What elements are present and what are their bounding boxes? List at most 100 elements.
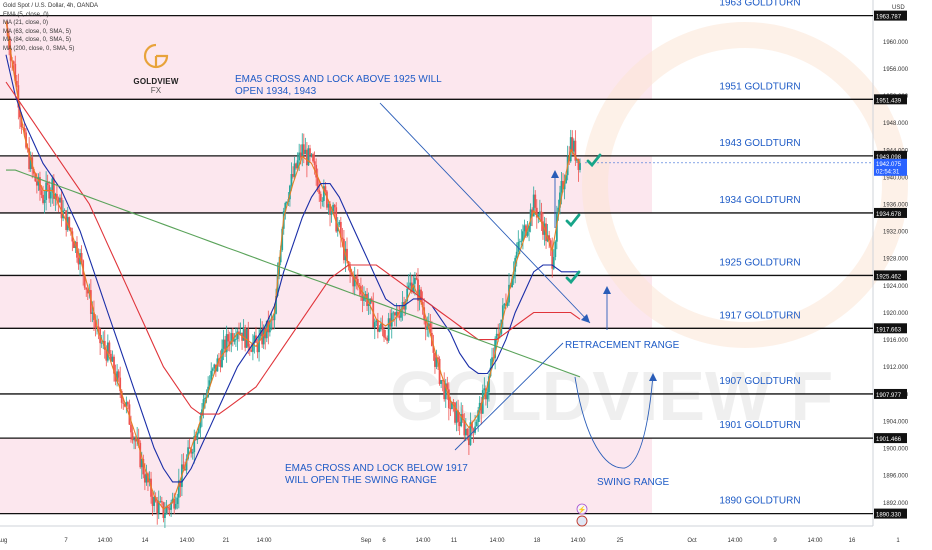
candle-body[interactable] <box>253 335 256 343</box>
candle-body[interactable] <box>318 190 321 194</box>
candle-body[interactable] <box>143 474 146 483</box>
candle-body[interactable] <box>133 438 135 441</box>
candle-body[interactable] <box>256 342 259 353</box>
candle-body[interactable] <box>204 397 206 400</box>
us-flag-event-icon[interactable] <box>576 515 588 527</box>
candle-body[interactable] <box>196 433 199 440</box>
candle-body[interactable] <box>484 388 487 400</box>
candle-body[interactable] <box>525 225 527 236</box>
candle-body[interactable] <box>571 137 574 152</box>
candle-body[interactable] <box>315 164 318 178</box>
candle-body[interactable] <box>515 251 518 258</box>
candle-body[interactable] <box>506 302 509 306</box>
candle-body[interactable] <box>327 203 330 208</box>
candle-body[interactable] <box>85 287 88 290</box>
candle-body[interactable] <box>56 193 58 199</box>
candle-body[interactable] <box>48 185 51 199</box>
candle-body[interactable] <box>346 248 348 262</box>
candle-body[interactable] <box>497 333 500 336</box>
candle-body[interactable] <box>222 339 225 349</box>
candle-body[interactable] <box>142 458 145 475</box>
candle-body[interactable] <box>279 250 282 263</box>
candle-body[interactable] <box>273 313 276 321</box>
indicator-ma63[interactable]: MA (63, close, 0, SMA, 5) <box>3 28 72 35</box>
candle-body[interactable] <box>554 241 557 257</box>
candle-body[interactable] <box>201 409 203 417</box>
candle-body[interactable] <box>486 392 489 400</box>
candle-body[interactable] <box>372 302 375 328</box>
candle-body[interactable] <box>447 389 450 409</box>
candle-body[interactable] <box>151 496 154 506</box>
candle-body[interactable] <box>572 140 575 152</box>
candle-body[interactable] <box>463 420 466 436</box>
candle-body[interactable] <box>494 338 497 358</box>
candle-body[interactable] <box>210 370 213 381</box>
candle-body[interactable] <box>356 278 359 286</box>
candle-body[interactable] <box>542 221 544 235</box>
candle-body[interactable] <box>434 352 436 367</box>
candle-body[interactable] <box>429 323 432 333</box>
candle-body[interactable] <box>577 158 580 170</box>
candle-body[interactable] <box>341 237 344 239</box>
candle-body[interactable] <box>427 323 430 327</box>
candle-body[interactable] <box>162 502 165 519</box>
candle-body[interactable] <box>57 198 60 203</box>
candle-body[interactable] <box>565 175 568 184</box>
candle-body[interactable] <box>72 241 75 249</box>
candle-body[interactable] <box>221 348 223 368</box>
ma-line-ma-63[interactable] <box>5 81 581 415</box>
candle-body[interactable] <box>77 257 80 265</box>
candle-body[interactable] <box>184 469 186 471</box>
candle-body[interactable] <box>501 305 504 320</box>
candle-body[interactable] <box>159 501 162 502</box>
candle-body[interactable] <box>228 341 231 345</box>
candle-body[interactable] <box>579 162 581 170</box>
candle-body[interactable] <box>552 256 555 269</box>
candle-body[interactable] <box>187 447 189 459</box>
candle-body[interactable] <box>68 217 71 228</box>
candle-body[interactable] <box>113 356 115 374</box>
candle-body[interactable] <box>364 293 367 297</box>
candle-body[interactable] <box>251 342 254 352</box>
candle-body[interactable] <box>94 320 97 328</box>
candle-body[interactable] <box>242 327 245 341</box>
candle-body[interactable] <box>80 253 83 261</box>
candle-body[interactable] <box>15 80 18 86</box>
candle-body[interactable] <box>400 308 402 318</box>
candle-body[interactable] <box>339 221 342 238</box>
candle-body[interactable] <box>235 339 237 340</box>
candle-body[interactable] <box>321 200 324 202</box>
candle-body[interactable] <box>330 211 333 215</box>
ma-line-ma-21[interactable] <box>5 54 580 483</box>
candle-body[interactable] <box>179 480 182 487</box>
candle-body[interactable] <box>262 328 265 345</box>
candle-body[interactable] <box>432 346 435 353</box>
candle-body[interactable] <box>110 353 112 362</box>
candle-body[interactable] <box>322 186 325 201</box>
candle-body[interactable] <box>483 388 486 391</box>
candle-body[interactable] <box>202 399 205 410</box>
candle-body[interactable] <box>380 323 382 329</box>
candle-body[interactable] <box>386 338 389 341</box>
candle-body[interactable] <box>451 402 453 409</box>
candle-body[interactable] <box>168 508 171 510</box>
candle-body[interactable] <box>275 295 277 314</box>
candle-body[interactable] <box>537 214 540 218</box>
candle-body[interactable] <box>298 152 301 161</box>
candle-body[interactable] <box>244 327 247 348</box>
indicator-ema5[interactable]: EMA (5, close, 0) <box>3 11 49 18</box>
candle-body[interactable] <box>236 331 239 340</box>
candle-body[interactable] <box>268 320 271 333</box>
candle-body[interactable] <box>281 228 284 251</box>
candle-body[interactable] <box>557 207 560 214</box>
candle-body[interactable] <box>531 209 534 217</box>
candle-body[interactable] <box>224 339 227 353</box>
candle-body[interactable] <box>304 149 307 155</box>
candle-body[interactable] <box>45 182 48 200</box>
candle-body[interactable] <box>333 204 336 208</box>
candle-body[interactable] <box>313 161 316 165</box>
candle-body[interactable] <box>125 402 128 407</box>
candle-body[interactable] <box>190 448 193 454</box>
candle-body[interactable] <box>284 202 287 212</box>
candle-body[interactable] <box>495 333 498 339</box>
